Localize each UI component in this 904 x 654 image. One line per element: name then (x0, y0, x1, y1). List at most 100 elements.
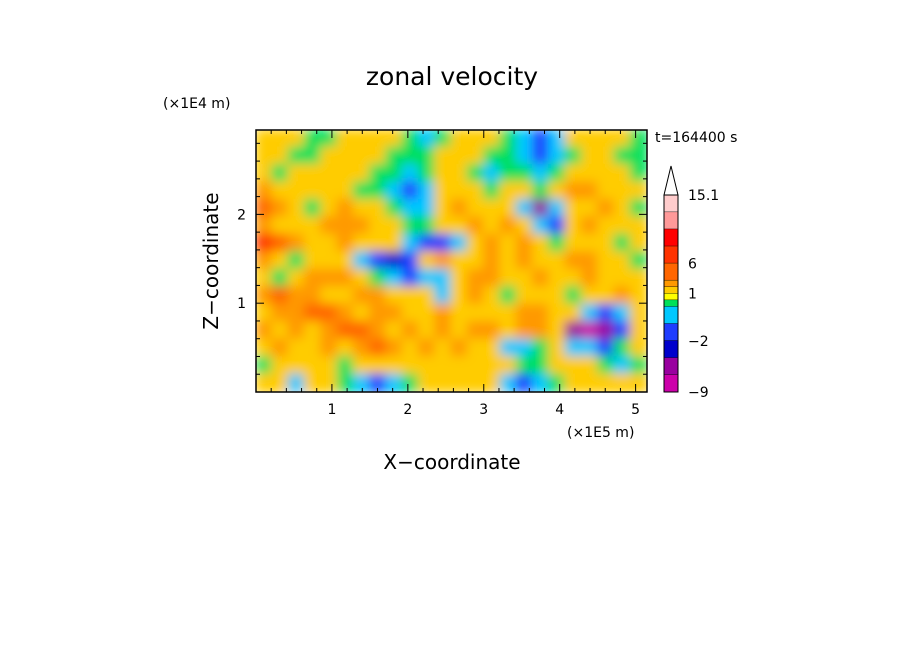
contour-cell (385, 268, 404, 289)
contour-cell (597, 198, 616, 219)
contour-cell (256, 286, 274, 306)
contour-cell (613, 338, 632, 359)
contour-cell (515, 146, 534, 166)
contour-cell (515, 181, 534, 201)
contour-cell (450, 321, 469, 341)
contour-cell (564, 356, 583, 376)
chart-title: zonal velocity (366, 62, 538, 91)
contour-cell (417, 338, 437, 359)
plot-frame (255, 129, 648, 393)
contour-cell (450, 268, 469, 289)
contour-cell (401, 130, 420, 149)
contour-cell (483, 356, 502, 376)
contour-cell (352, 130, 372, 149)
contour-cell (385, 251, 404, 271)
contour-cell (499, 216, 518, 236)
contour-cell (450, 338, 469, 359)
contour-cell (303, 338, 323, 359)
contour-cell (336, 181, 355, 201)
contour-cell (613, 251, 632, 271)
contour-cell (434, 338, 453, 359)
colorbar-label: 6 (688, 256, 697, 272)
contour-cell (466, 268, 486, 289)
x-tick-label: 2 (403, 402, 412, 418)
colorbar-label: −2 (688, 334, 709, 350)
contour-cell (531, 163, 551, 184)
contour-cell (303, 146, 323, 166)
contour-cell (564, 321, 583, 341)
contour-cell (369, 286, 388, 306)
contour-cell (256, 373, 274, 392)
colorbar-cell (664, 212, 678, 230)
contour-cell (369, 216, 388, 236)
contour-cell (401, 163, 420, 184)
contour-cell (336, 286, 355, 306)
contour-cell (256, 181, 274, 201)
contour-cell (515, 198, 534, 219)
y-tick-label: 2 (237, 207, 246, 223)
contour-cell (531, 373, 551, 392)
contour-cell (434, 321, 453, 341)
contour-cell (320, 268, 339, 289)
contour-cell (401, 146, 420, 166)
contour-cell (287, 268, 306, 289)
contour-cell (336, 130, 355, 149)
contour-cell (385, 338, 404, 359)
contour-cell (385, 130, 404, 149)
contour-cell (597, 268, 616, 289)
contour-cell (401, 321, 420, 341)
contour-cell (385, 373, 404, 392)
contour-cell (531, 130, 551, 149)
contour-cell (564, 373, 583, 392)
contour-cell (303, 216, 323, 236)
contour-cell (256, 338, 274, 359)
colorbar-cell (664, 300, 678, 308)
contour-cell (613, 163, 632, 184)
contour-cell (629, 181, 647, 201)
contour-cell (597, 338, 616, 359)
contour-cell (629, 321, 647, 341)
contour-cell (385, 286, 404, 306)
contour-cell (303, 130, 323, 149)
contour-cell (303, 303, 323, 324)
contour-cell (564, 233, 583, 254)
contour-cell (613, 268, 632, 289)
contour-cell (466, 233, 486, 254)
contour-cell (613, 233, 632, 254)
contour-cell (352, 181, 372, 201)
contour-cell (434, 251, 453, 271)
contour-cell (548, 198, 567, 219)
contour-cell (613, 356, 632, 376)
colorbar-cell (664, 306, 678, 325)
contour-cell (483, 181, 502, 201)
contour-cell (256, 163, 274, 184)
contour-cell (352, 216, 372, 236)
contour-cell (385, 303, 404, 324)
contour-cell (434, 181, 453, 201)
contour-cell (597, 216, 616, 236)
contour-cell (434, 286, 453, 306)
contour-cell (564, 163, 583, 184)
colorbar-cell (664, 374, 678, 392)
contour-cell (434, 356, 453, 376)
contour-cell (320, 198, 339, 219)
contour-cell (352, 338, 372, 359)
contour-cell (320, 356, 339, 376)
contour-cell (499, 130, 518, 149)
colorbar-cell (664, 293, 678, 301)
contour-cell (417, 303, 437, 324)
x-tick-label: 5 (631, 402, 640, 418)
contour-cell (271, 321, 290, 341)
contour-cell (515, 251, 534, 271)
x-axis-title: X−coordinate (383, 450, 520, 474)
y-tick-label: 1 (237, 296, 246, 312)
contour-cell (385, 216, 404, 236)
colorbar-cell (664, 280, 678, 288)
contour-cell (548, 268, 567, 289)
contour-cell (401, 233, 420, 254)
contour-cell (580, 286, 600, 306)
contour-cell (352, 146, 372, 166)
contour-cell (385, 146, 404, 166)
contour-cell (369, 321, 388, 341)
